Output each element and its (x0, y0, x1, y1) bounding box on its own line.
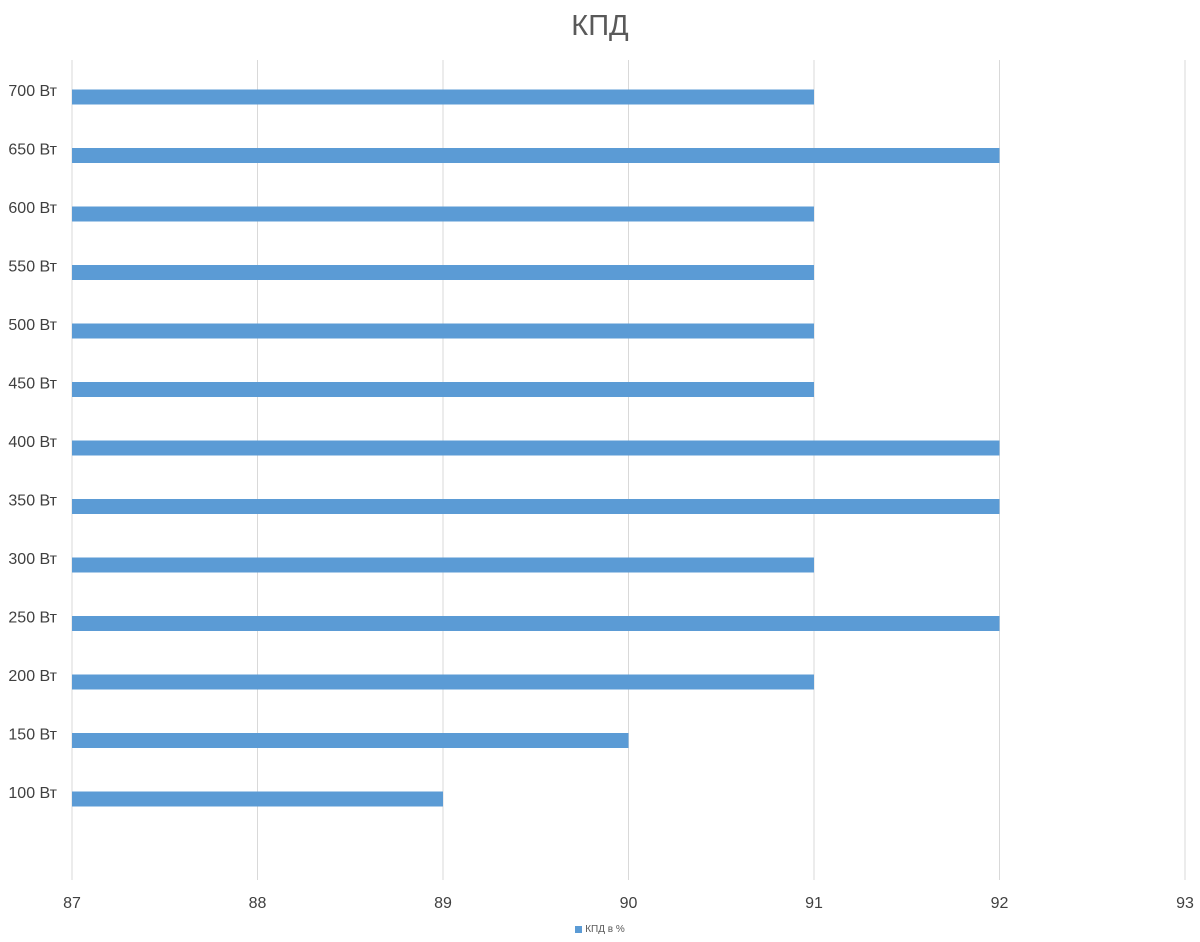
category-label: 150 Вт (8, 727, 57, 744)
bar (72, 148, 1000, 163)
x-tick-label: 89 (434, 895, 452, 912)
legend-label: КПД в % (585, 924, 625, 935)
bar (72, 674, 814, 690)
category-label: 350 Вт (8, 493, 57, 510)
bar (72, 440, 1000, 456)
bar (72, 616, 1000, 631)
category-label: 100 Вт (8, 785, 57, 802)
bar (72, 733, 629, 748)
category-label: 700 Вт (8, 83, 57, 100)
legend: КПД в % (0, 924, 1200, 935)
bar (72, 206, 814, 222)
x-tick-label: 88 (249, 895, 267, 912)
gridlines (71, 60, 1186, 880)
category-label: 650 Вт (8, 142, 57, 159)
x-tick-label: 91 (805, 895, 823, 912)
bar (72, 499, 1000, 514)
bar (72, 382, 814, 397)
legend-swatch (575, 926, 583, 933)
bar (72, 323, 814, 339)
bar (72, 89, 814, 105)
category-label: 600 Вт (8, 200, 57, 217)
category-label: 400 Вт (8, 434, 57, 451)
x-tick-label: 90 (620, 895, 638, 912)
category-labels: 100 Вт 150 Вт 200 Вт 250 Вт 300 Вт 350 Вт 400 … (8, 83, 57, 802)
x-tick-label: 93 (1176, 895, 1194, 912)
bar (72, 791, 443, 807)
category-label: 550 Вт (8, 259, 57, 276)
category-label: 300 Вт (8, 551, 57, 568)
category-label: 450 Вт (8, 376, 57, 393)
bar (72, 265, 814, 280)
x-tick-label: 87 (63, 895, 81, 912)
category-label: 200 Вт (8, 668, 57, 685)
bar (72, 557, 814, 573)
bars (72, 89, 1000, 807)
category-label: 250 Вт (8, 610, 57, 627)
category-label: 500 Вт (8, 317, 57, 334)
x-tick-label: 92 (991, 895, 1009, 912)
chart-title: КПД (571, 10, 629, 42)
x-tick-labels: 87 88 89 90 91 92 93 (63, 895, 1194, 912)
